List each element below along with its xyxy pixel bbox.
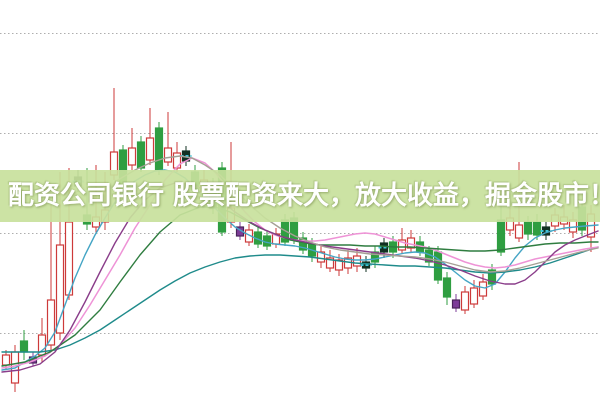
candle-up bbox=[460, 286, 470, 314]
candle-up bbox=[559, 205, 569, 230]
candle-down bbox=[253, 226, 263, 248]
candle-violet bbox=[451, 294, 461, 312]
ma-gray bbox=[117, 155, 599, 273]
candle-dark bbox=[72, 170, 84, 192]
candle-up bbox=[145, 108, 155, 165]
ma-slow-teal bbox=[1, 246, 599, 353]
candle-down bbox=[577, 200, 587, 236]
candle-down bbox=[442, 272, 452, 305]
candle-up bbox=[550, 208, 560, 232]
candle-up bbox=[55, 172, 65, 340]
candle-up bbox=[46, 205, 56, 352]
candle-down bbox=[118, 145, 128, 192]
candle-down bbox=[496, 203, 506, 256]
candle-up bbox=[505, 208, 515, 236]
ma-dark-green bbox=[1, 206, 599, 367]
candle-down bbox=[19, 330, 29, 360]
candle-up bbox=[586, 205, 596, 252]
candle-down bbox=[154, 122, 164, 175]
ma-purple bbox=[1, 182, 599, 373]
candle-up bbox=[226, 142, 236, 228]
candle-up bbox=[514, 162, 524, 242]
candle-up bbox=[316, 246, 326, 268]
candle-down bbox=[82, 168, 92, 230]
candle-up bbox=[568, 212, 578, 238]
candle-up bbox=[91, 165, 101, 233]
candle-down bbox=[523, 216, 533, 240]
candle-up bbox=[127, 128, 137, 170]
candle-up bbox=[397, 228, 407, 254]
candle-up bbox=[64, 168, 74, 300]
ma-lines bbox=[1, 155, 599, 373]
candle-down bbox=[136, 136, 146, 172]
candle-up bbox=[325, 250, 335, 272]
ma-pink bbox=[1, 157, 599, 369]
gridlines bbox=[0, 33, 600, 334]
